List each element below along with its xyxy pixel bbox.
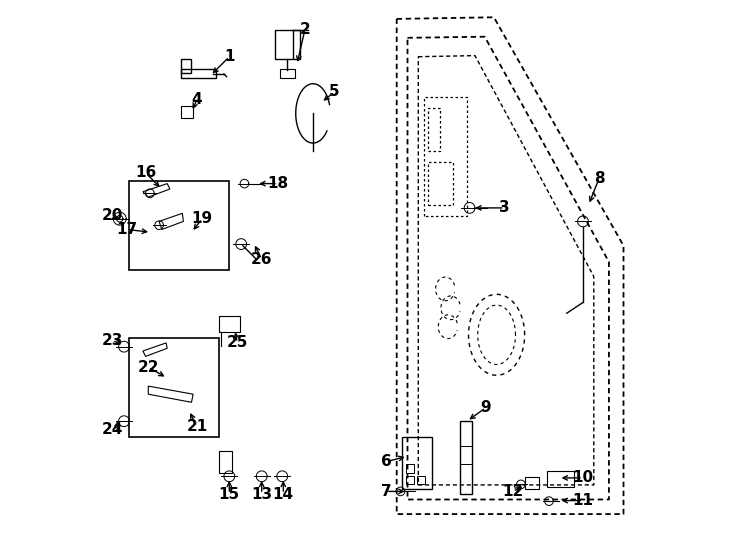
Bar — [460, 421, 472, 494]
Text: 14: 14 — [273, 487, 294, 502]
Text: 23: 23 — [101, 333, 123, 348]
Bar — [417, 476, 425, 484]
Bar — [181, 69, 216, 78]
Text: 6: 6 — [380, 454, 391, 469]
Text: 15: 15 — [219, 487, 240, 502]
Bar — [219, 316, 240, 332]
Bar — [406, 476, 414, 484]
Bar — [181, 106, 192, 118]
Bar — [219, 451, 232, 472]
Bar — [275, 30, 299, 59]
Bar — [547, 471, 574, 487]
Bar — [181, 59, 192, 73]
Text: 12: 12 — [502, 484, 523, 499]
Text: 4: 4 — [192, 92, 202, 107]
Bar — [402, 437, 432, 489]
Text: 20: 20 — [101, 208, 123, 224]
Text: 26: 26 — [251, 252, 272, 267]
Text: 21: 21 — [186, 419, 208, 434]
Text: 18: 18 — [267, 176, 288, 191]
Text: 22: 22 — [137, 360, 159, 375]
Text: 10: 10 — [573, 470, 594, 485]
Text: 9: 9 — [481, 400, 491, 415]
Text: 5: 5 — [330, 84, 340, 99]
Bar — [406, 464, 414, 472]
Text: 7: 7 — [381, 484, 391, 499]
Text: 3: 3 — [499, 200, 510, 215]
Text: 1: 1 — [224, 49, 235, 64]
Text: 16: 16 — [135, 165, 156, 180]
Bar — [526, 477, 539, 489]
Text: 25: 25 — [227, 335, 248, 350]
Text: 17: 17 — [116, 222, 137, 237]
Text: 24: 24 — [101, 422, 123, 437]
Text: 13: 13 — [251, 487, 272, 502]
Bar — [280, 69, 294, 78]
Text: 11: 11 — [573, 493, 594, 508]
Text: 8: 8 — [594, 171, 605, 186]
Text: 19: 19 — [192, 211, 213, 226]
Text: 2: 2 — [299, 22, 310, 37]
